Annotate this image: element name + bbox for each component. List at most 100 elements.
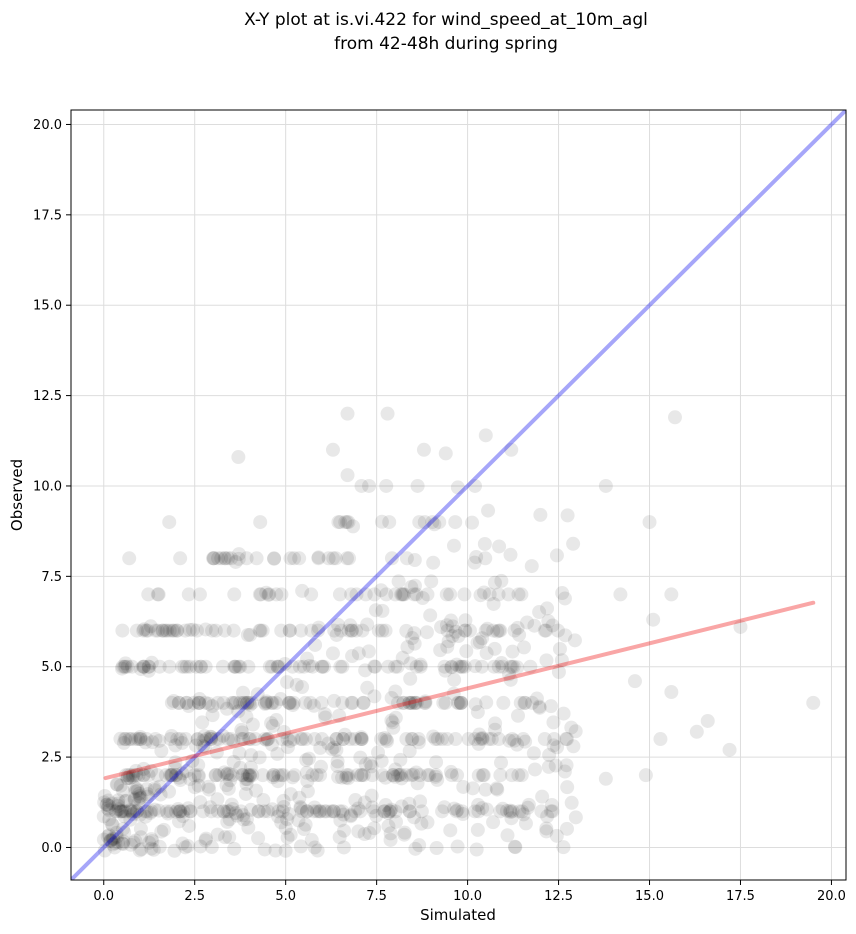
data-point — [450, 803, 465, 818]
data-point — [515, 804, 530, 819]
data-point — [403, 671, 418, 686]
data-point — [228, 695, 243, 710]
data-point — [264, 695, 279, 710]
data-point — [160, 806, 175, 821]
data-point — [186, 695, 201, 710]
data-point — [496, 695, 511, 710]
data-point — [439, 587, 454, 602]
data-point — [381, 806, 396, 821]
data-point — [193, 795, 208, 810]
data-point — [550, 623, 565, 638]
data-point — [310, 843, 325, 858]
data-point — [191, 769, 206, 784]
data-point — [542, 748, 557, 763]
data-point — [258, 696, 273, 711]
data-point — [286, 732, 301, 747]
data-point — [407, 626, 422, 641]
data-point — [435, 804, 450, 819]
data-point — [368, 603, 383, 618]
data-point — [132, 791, 147, 806]
data-point — [239, 812, 254, 827]
data-point — [461, 732, 476, 747]
data-point — [280, 740, 295, 755]
data-point — [411, 735, 426, 750]
data-point — [340, 515, 355, 530]
data-point — [147, 802, 162, 817]
data-point — [232, 746, 247, 761]
y-axis: 0.0 2.5 5.0 7.5 10.0 12.5 15.0 17.5 20.0 — [33, 118, 71, 856]
data-point — [145, 834, 160, 849]
chart-subtitle: from 42-48h during spring — [334, 34, 558, 54]
data-point — [450, 768, 465, 783]
data-point — [399, 623, 414, 638]
data-point — [452, 659, 467, 674]
data-point — [511, 587, 526, 602]
data-point — [180, 839, 195, 854]
data-point — [443, 764, 458, 779]
data-point — [334, 623, 349, 638]
data-point — [166, 694, 181, 709]
data-point — [283, 733, 298, 748]
data-point — [221, 732, 236, 747]
data-point — [162, 623, 177, 638]
data-point — [364, 759, 379, 774]
data-point — [533, 507, 548, 522]
data-point — [471, 736, 486, 751]
data-point — [429, 840, 444, 855]
data-point — [471, 768, 486, 783]
data-point — [294, 804, 309, 819]
data-point — [446, 538, 461, 553]
data-point — [733, 619, 748, 634]
data-point — [689, 724, 704, 739]
data-point — [170, 623, 185, 638]
data-point — [512, 627, 527, 642]
data-point — [210, 695, 225, 710]
data-point — [377, 804, 392, 819]
data-point — [329, 627, 344, 642]
data-point — [231, 704, 246, 719]
data-point — [309, 768, 324, 783]
data-point — [343, 618, 358, 633]
data-point — [473, 732, 488, 747]
data-point — [151, 803, 166, 818]
data-point — [514, 587, 529, 602]
data-point — [314, 659, 329, 674]
data-point — [274, 768, 289, 783]
data-point — [516, 732, 531, 747]
data-point — [486, 623, 501, 638]
data-point — [101, 798, 116, 813]
data-point — [559, 758, 574, 773]
data-point — [454, 695, 469, 710]
data-point — [185, 622, 200, 637]
data-point — [227, 587, 242, 602]
data-point — [397, 825, 412, 840]
data-point — [206, 551, 221, 566]
data-point — [473, 588, 488, 603]
data-point — [150, 587, 165, 602]
data-point — [225, 695, 240, 710]
data-point — [165, 768, 180, 783]
data-point — [175, 809, 190, 824]
data-point — [507, 623, 522, 638]
data-point — [384, 802, 399, 817]
data-point — [105, 831, 120, 846]
data-point — [133, 821, 148, 836]
plot-frame — [70, 109, 847, 881]
data-point — [177, 659, 192, 674]
data-point — [402, 804, 417, 819]
data-point — [171, 695, 186, 710]
data-point — [293, 839, 308, 854]
data-point — [208, 768, 223, 783]
data-point — [516, 807, 531, 822]
data-point — [325, 442, 340, 457]
data-point — [154, 824, 169, 839]
data-point — [118, 768, 133, 783]
data-point — [402, 796, 417, 811]
data-point — [360, 617, 375, 632]
data-point — [472, 727, 487, 742]
data-point — [502, 667, 517, 682]
data-point — [438, 446, 453, 461]
data-point — [523, 659, 538, 674]
data-point — [318, 710, 333, 725]
x-axis-label: Simulated — [420, 906, 496, 924]
